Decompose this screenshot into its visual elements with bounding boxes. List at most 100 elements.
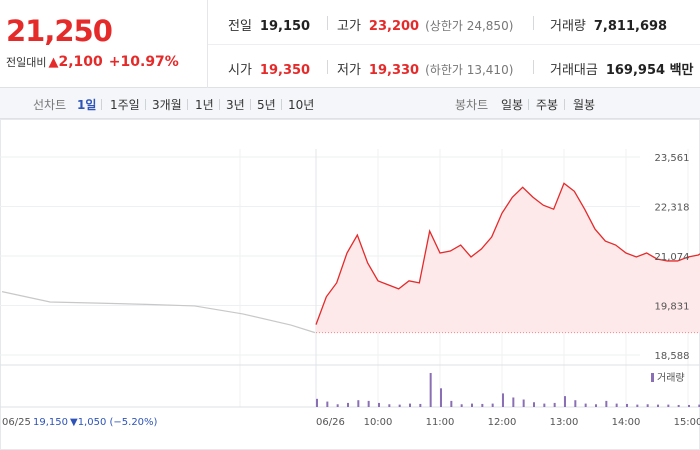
volume-bar [688,404,690,407]
volume-legend-label: 거래량 [657,372,685,384]
x-axis: 06/25 19,150 ▼1,050 (−5.20%) 06/26 10:00 11:0… [2,417,700,428]
y-tick-label: 19,831 [655,302,690,313]
stat-label: 저가 [337,63,361,78]
toolbar-separator [250,99,251,110]
stat-separator [327,16,328,30]
stat-volume: 거래량 7,811,698 [550,15,667,34]
lower-limit: (하한가 13,410) [425,63,514,77]
volume-bar [543,403,546,407]
y-axis: 23,561 22,318 21,074 19,831 18,588 [655,153,690,362]
stats-grid: 전일 19,150 고가 23,200 (상한가 24,850) 거래량 7,811,6… [208,0,700,88]
price-summary: 21,250 전일대비 ▲2,100 +10.97% [0,0,208,88]
x-tick-label: 14:00 [612,417,641,428]
stats-divider [208,44,700,45]
volume-bar [564,396,566,407]
stat-separator [327,60,328,74]
volume-bar [440,388,442,407]
chart-toolbar: 선차트 1일 1주일 3개월 1년 3년 5년 10년 봉차트 일봉 주봉 월봉 [0,88,700,119]
candle-monthly[interactable]: 월봉 [573,98,596,112]
change-label: 전일대비 [6,56,47,69]
period-3y[interactable]: 3년 [226,98,245,112]
price-change: 전일대비 ▲2,100 +10.97% [6,54,179,70]
volume-bar [471,403,473,407]
period-3m[interactable]: 3개월 [152,98,182,112]
volume-bar [636,404,639,407]
volume-bar [491,403,494,407]
volume-bar [460,404,463,407]
toolbar-separator [564,99,565,110]
period-5y[interactable]: 5년 [257,98,276,112]
stat-label: 전일 [228,19,252,34]
volume-bar [378,402,380,407]
volume-bar [481,403,484,407]
candle-weekly[interactable]: 주봉 [536,98,559,112]
change-value: 2,100 [58,54,103,70]
stat-label: 거래대금 [550,63,598,78]
toolbar-separator [187,99,188,110]
y-tick-label: 22,318 [655,202,690,213]
volume-bar [626,403,628,407]
volume-bar [574,400,577,407]
volume-bar [605,400,608,407]
stat-label: 고가 [337,19,361,34]
volume-bar [429,373,432,407]
x-tick-label: 12:00 [488,417,517,428]
period-1y[interactable]: 1년 [195,98,214,112]
x-tick-label: 15:00 [674,417,700,428]
volume-bar [584,403,587,407]
y-tick-label: 21,074 [655,252,690,263]
volume-bar [450,400,453,407]
period-1w[interactable]: 1주일 [110,98,140,112]
volume-bar [522,399,525,407]
stat-value: 169,954 백만 [605,63,694,78]
toolbar-separator [101,99,102,110]
stat-value: 19,150 [259,19,311,34]
volume-bars: 거래량 [316,372,700,407]
period-10y[interactable]: 10년 [288,98,315,112]
line-chart-label: 선차트 [33,98,67,112]
toolbar-separator [281,99,282,110]
volume-bar [336,404,339,407]
today-area [316,183,700,334]
today-area-fill [316,183,700,333]
today-series [315,182,700,325]
period-1d[interactable]: 1일 [77,98,97,112]
volume-bar [357,400,360,407]
volume-bar [533,402,535,407]
volume-bar [388,404,391,407]
stat-open: 시가 19,350 [228,59,310,78]
today-line [315,182,700,325]
stat-amount: 거래대금 169,954 백만 [550,59,694,78]
volume-bar [646,404,649,407]
price-chart[interactable]: 23,561 22,318 21,074 19,831 18,588 거래량 06/25… [0,119,700,450]
price-chart-svg: 23,561 22,318 21,074 19,831 18,588 거래량 06/25… [0,119,700,450]
volume-bar [657,404,659,407]
volume-bar [667,404,670,407]
volume-bar [677,404,680,407]
upper-limit: (상한가 24,850) [425,19,514,33]
y-tick-label: 23,561 [655,153,690,164]
volume-bar [316,398,318,407]
stat-value: 19,330 [368,63,420,78]
volume-bar [409,403,411,407]
current-price: 21,250 [6,14,113,48]
stat-value: 7,811,698 [593,19,668,34]
stat-label: 거래량 [550,19,586,34]
quote-header: 21,250 전일대비 ▲2,100 +10.97% 전일 19,150 고가 23,2… [0,0,700,88]
stat-value: 23,200 [368,19,420,34]
toolbar-separator [145,99,146,110]
volume-bar [595,404,597,407]
prev-day-line [1,291,316,334]
volume-bar [698,404,700,407]
toolbar-separator [219,99,220,110]
volume-legend-swatch [651,373,654,382]
volume-bar [615,403,618,407]
volume-bar [367,400,370,407]
candle-daily[interactable]: 일봉 [501,98,524,112]
x-tick-label: 13:00 [550,417,579,428]
volume-bar [347,402,349,407]
up-triangle-icon: ▲ [48,55,59,70]
y-tick-label: 18,588 [655,351,690,362]
toolbar-separator [528,99,529,110]
prev-close-label: 19,150 [33,417,68,428]
